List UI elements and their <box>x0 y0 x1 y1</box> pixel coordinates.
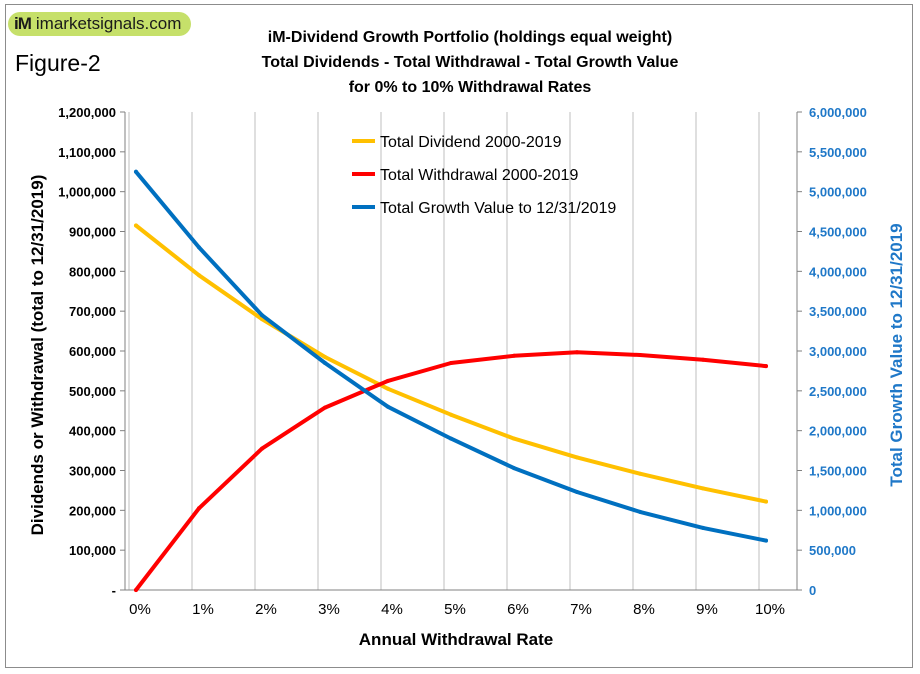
x-tick-label: 4% <box>381 601 403 618</box>
x-axis-label: Annual Withdrawal Rate <box>359 630 553 649</box>
x-tick-label: 6% <box>507 601 529 618</box>
x-tick-label: 2% <box>255 601 277 618</box>
legend-label: Total Withdrawal 2000-2019 <box>380 167 578 184</box>
chart-subtitle-2: for 0% to 10% Withdrawal Rates <box>348 79 592 96</box>
legend: Total Dividend 2000-2019 Total Withdrawal… <box>352 134 616 217</box>
y-right-tick-label: 6,000,000 <box>809 105 867 120</box>
series-1-point <box>386 386 390 391</box>
figure-label: Figure-2 <box>15 50 101 76</box>
y-left-tick-label: 700,000 <box>69 304 116 319</box>
y-right-tick-label: 500,000 <box>809 543 856 558</box>
x-tick-label: 8% <box>633 601 655 618</box>
logo-mark: iM <box>14 14 32 33</box>
logo-text: imarketsignals.com <box>35 14 182 33</box>
y-left-tick-label: 1,200,000 <box>58 105 116 120</box>
series-3-point <box>449 436 453 441</box>
series-3-point <box>134 169 138 174</box>
y-right-tick-label: 4,000,000 <box>809 264 867 279</box>
chart-title-block: iM-Dividend Growth Portfolio (holdings e… <box>200 25 740 100</box>
x-tick-label: 1% <box>192 601 214 618</box>
x-tick-label: 3% <box>318 601 340 618</box>
series-1-point <box>134 223 138 228</box>
legend-label: Total Dividend 2000-2019 <box>380 134 562 151</box>
series-1-point <box>575 455 579 460</box>
y-right-tick-label: 3,000,000 <box>809 344 867 359</box>
x-tick-label: 9% <box>696 601 718 618</box>
y-left-tick-label: - <box>112 583 116 598</box>
x-tick-label: 5% <box>444 601 466 618</box>
series-2-point <box>764 364 768 369</box>
y-right-tick-label: 2,500,000 <box>809 384 867 399</box>
series-2-point <box>197 506 201 511</box>
y-right-tick-label: 4,500,000 <box>809 225 867 240</box>
chart-subtitle-1: Total Dividends - Total Withdrawal - Tot… <box>261 54 679 71</box>
series-1-point <box>638 471 642 476</box>
y-right-tick-label: 1,000,000 <box>809 503 867 518</box>
x-tick-label: 7% <box>570 601 592 618</box>
series-2-point <box>701 357 705 362</box>
series-2-point <box>575 350 579 355</box>
series-2-point <box>512 353 516 358</box>
series-2-point <box>386 378 390 383</box>
y-left-tick-label: 400,000 <box>69 424 116 439</box>
y-left-tick-label: 1,000,000 <box>58 185 116 200</box>
series-1-point <box>701 486 705 491</box>
series-1-point <box>323 355 327 359</box>
legend-label: Total Growth Value to 12/31/2019 <box>380 200 616 217</box>
figure-frame <box>5 4 913 668</box>
y-left-tick-label: 1,100,000 <box>58 145 116 160</box>
series-3-point <box>323 361 327 365</box>
chart-title: iM-Dividend Growth Portfolio (holdings e… <box>267 29 673 46</box>
y-right-tick-label: 0 <box>809 583 816 598</box>
series-3-point <box>701 525 705 530</box>
y-right-tick-label: 2,000,000 <box>809 424 867 439</box>
series-3-point <box>512 466 516 471</box>
series-2-point <box>449 361 453 365</box>
series-2-point <box>134 588 138 592</box>
series-2-point <box>260 446 264 451</box>
series-3-point <box>638 509 642 514</box>
y-left-tick-label: 300,000 <box>69 464 116 479</box>
y-left-tick-label: 100,000 <box>69 543 116 558</box>
series-2-point <box>323 405 327 410</box>
y-left-tick-label: 900,000 <box>69 225 116 240</box>
y-right-tick-label: 5,500,000 <box>809 145 867 160</box>
y-right-tick-label: 3,500,000 <box>809 304 867 319</box>
x-tick-label: 10% <box>755 601 785 618</box>
x-tick-label: 0% <box>129 601 151 618</box>
series-3-point <box>386 404 390 409</box>
series-2-point <box>638 353 642 357</box>
series-layer <box>134 169 768 592</box>
axis-layer: - 100,000 200,000 300,000 400,000 500,000 600,… <box>58 105 867 618</box>
series-1-point <box>449 412 453 417</box>
series-line-2 <box>134 350 768 592</box>
series-3-point <box>197 245 201 250</box>
series-3-point <box>764 538 768 543</box>
y-right-tick-label: 1,500,000 <box>809 464 867 479</box>
y-axis-right-label: Total Growth Value to 12/31/2019 <box>887 223 906 486</box>
series-1-point <box>764 499 768 504</box>
site-logo[interactable]: iM imarketsignals.com <box>8 12 192 36</box>
series-1-point <box>197 273 201 278</box>
y-left-tick-label: 600,000 <box>69 344 116 359</box>
y-left-tick-label: 500,000 <box>69 384 116 399</box>
y-right-tick-label: 5,000,000 <box>809 185 867 200</box>
y-left-tick-label: 800,000 <box>69 264 116 279</box>
y-left-tick-label: 200,000 <box>69 503 116 518</box>
y-axis-left-label: Dividends or Withdrawal (total to 12/31/… <box>28 175 47 536</box>
series-1-point <box>512 436 516 441</box>
series-3-point <box>575 490 579 494</box>
series-3-point <box>260 313 264 318</box>
